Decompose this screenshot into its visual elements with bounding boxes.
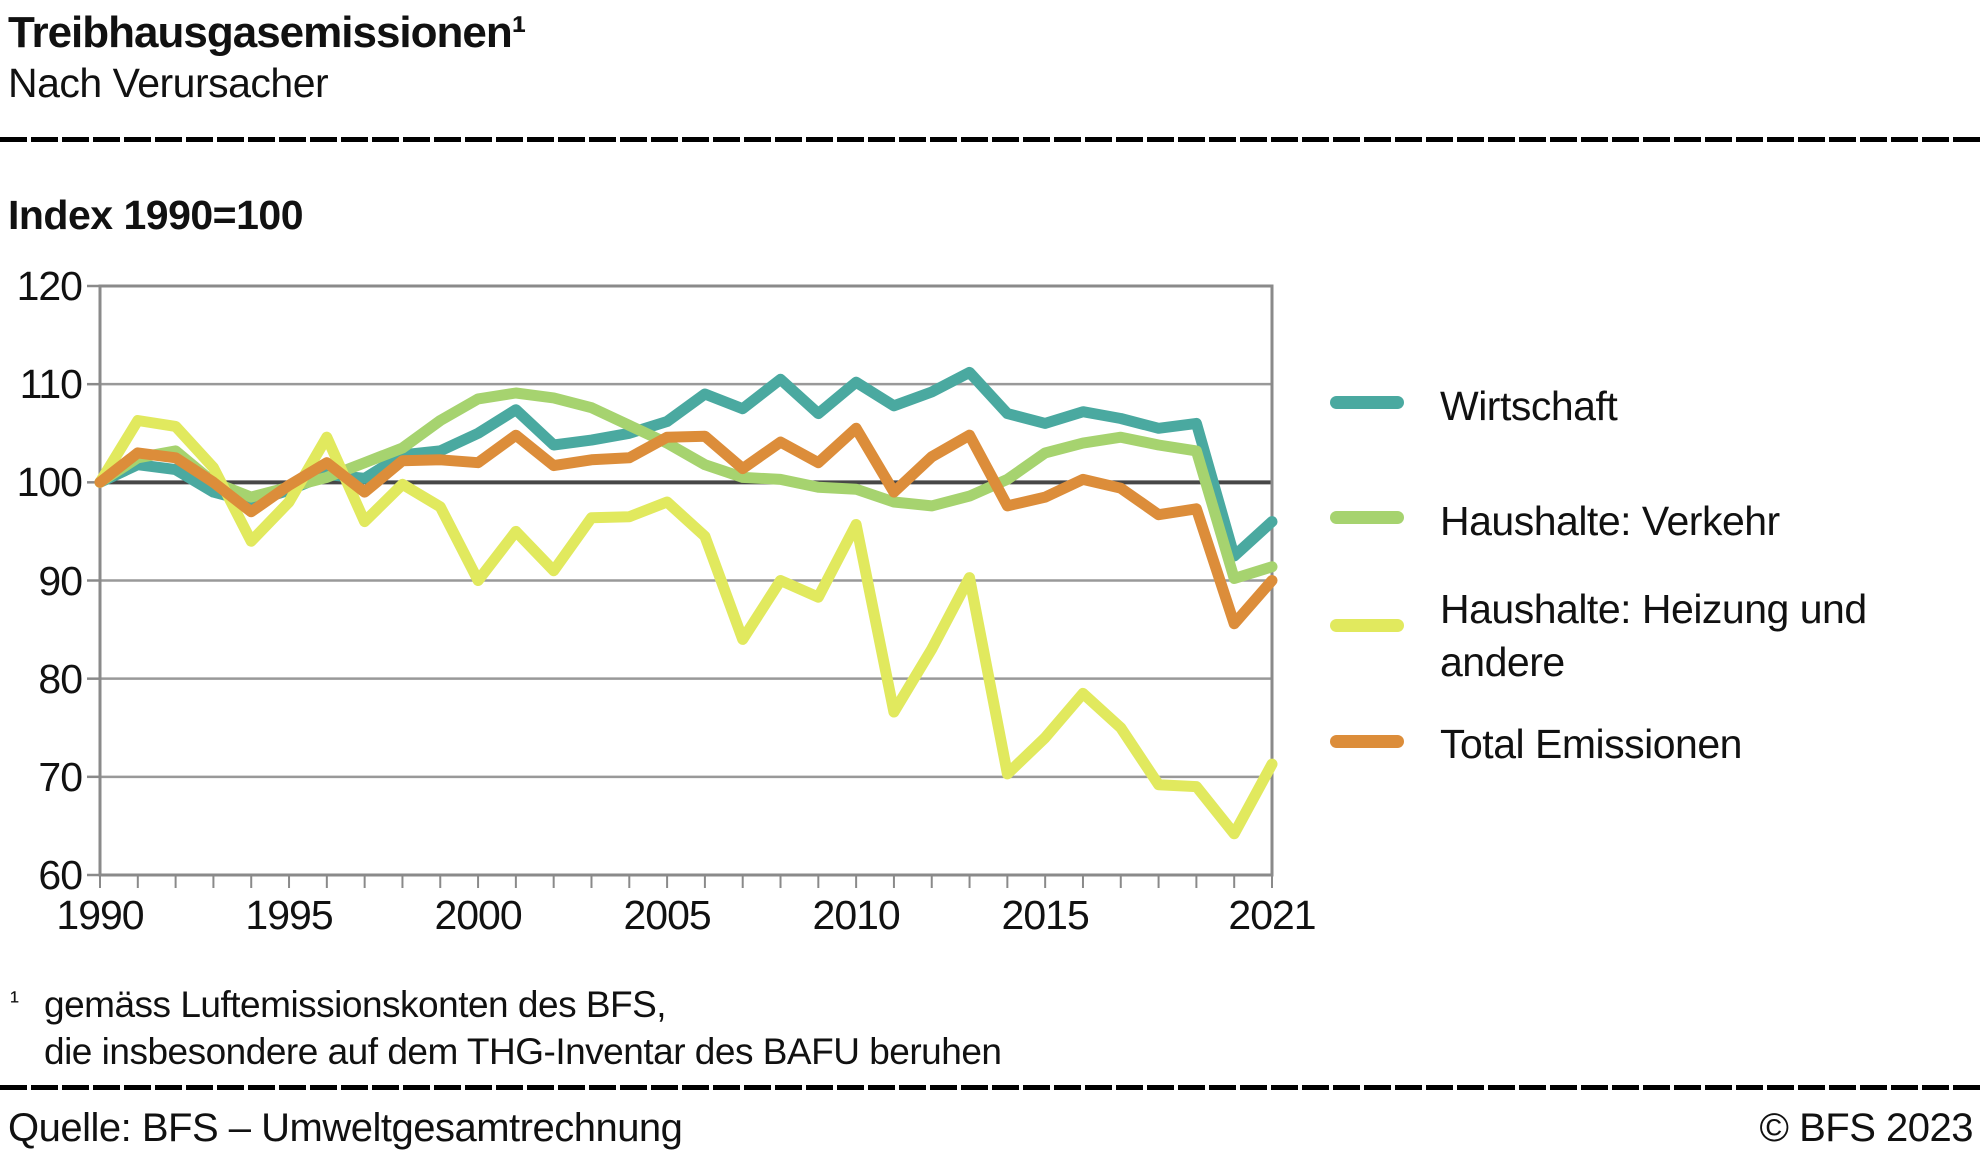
page-title: Treibhausgasemissionen¹: [8, 8, 526, 57]
axis-unit-label: Index 1990=100: [8, 192, 304, 238]
legend-label: Haushalte: Heizung und andere: [1440, 586, 1867, 685]
footnote-marker: ¹: [10, 986, 19, 1016]
x-axis-tick-label: 2021: [1228, 892, 1316, 938]
y-axis-tick-label: 110: [19, 361, 83, 408]
legend-swatch-haushalte-heizung: [1330, 619, 1404, 632]
y-axis-tick-label: 80: [38, 655, 83, 702]
footnote-line: gemäss Luftemissionskonten des BFS,: [44, 984, 667, 1025]
legend-item-haushalte-verkehr: Haushalte: Verkehr: [1330, 495, 1960, 548]
page-subtitle: Nach Verursacher: [8, 60, 329, 106]
source-text: Quelle: BFS – Umweltgesamtrechnung: [8, 1106, 683, 1150]
y-axis-tick-label: 100: [16, 459, 83, 506]
x-axis-tick-label: 1990: [56, 892, 144, 938]
legend-label: Total Emissionen: [1440, 721, 1742, 767]
legend-label: Wirtschaft: [1440, 383, 1618, 429]
footnote-line: die insbesondere auf dem THG-Inventar de…: [44, 1031, 1002, 1072]
legend-swatch-wirtschaft: [1330, 396, 1404, 409]
legend-item-total-emissionen: Total Emissionen: [1330, 718, 1960, 771]
x-axis-tick-label: 1995: [245, 892, 333, 938]
legend-item-haushalte-heizung: Haushalte: Heizung und andere: [1330, 583, 1960, 689]
x-axis-tick-label: 2015: [1001, 892, 1090, 938]
legend-swatch-haushalte-verkehr: [1330, 511, 1404, 524]
copyright-text: © BFS 2023: [1759, 1106, 1974, 1150]
y-axis-tick-label: 60: [38, 852, 83, 898]
legend-label: Haushalte: Verkehr: [1440, 498, 1780, 544]
x-axis-tick-label: 2000: [434, 892, 522, 938]
x-axis-tick-label: 2005: [623, 892, 711, 938]
y-axis-tick-label: 70: [38, 753, 83, 800]
legend-swatch-total-emissionen: [1330, 735, 1404, 748]
legend-item-wirtschaft: Wirtschaft: [1330, 380, 1960, 433]
top-divider: [0, 137, 1983, 142]
y-axis-tick-label: 90: [38, 557, 83, 604]
x-axis-tick-label: 2010: [812, 892, 901, 938]
bottom-divider: [0, 1085, 1983, 1090]
y-axis-tick-label: 120: [16, 263, 83, 309]
